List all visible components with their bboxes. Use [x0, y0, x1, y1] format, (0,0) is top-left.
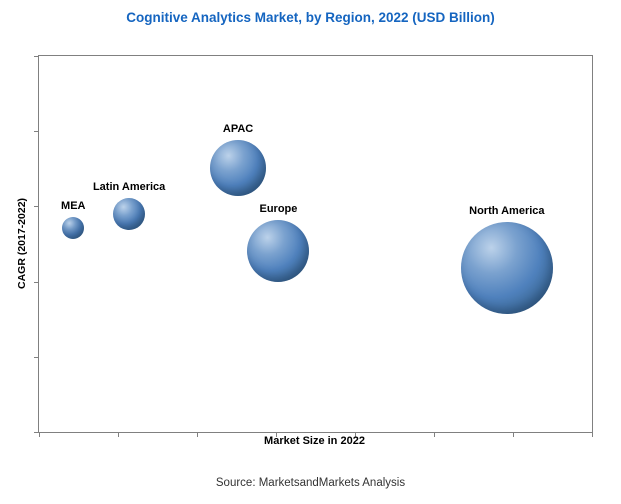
x-axis-tick	[276, 433, 277, 437]
x-axis-tick	[197, 433, 198, 437]
bubble-label-mea: MEA	[61, 199, 86, 212]
x-axis-tick	[39, 433, 40, 437]
bubble-latin-america	[113, 197, 146, 230]
bubble-label-latin-america: Latin America	[92, 180, 166, 193]
y-axis-tick	[34, 131, 38, 133]
bubble-mea	[62, 216, 85, 239]
bubble-europe	[247, 220, 310, 283]
y-axis-tick	[34, 206, 38, 208]
x-axis-tick	[513, 433, 514, 437]
x-axis-tick	[355, 433, 356, 437]
source-note: Source: MarketsandMarkets Analysis	[215, 477, 406, 489]
bubble-label-apac: APAC	[222, 123, 254, 136]
y-axis-label: CAGR (2017-2022)	[16, 197, 28, 289]
bubble-north-america	[460, 222, 553, 315]
bubble-label-europe: Europe	[259, 203, 298, 216]
y-axis-tick	[34, 281, 38, 283]
y-axis-tick	[34, 56, 38, 57]
x-axis-label: Market Size in 2022	[264, 435, 365, 447]
x-axis-tick	[592, 433, 593, 437]
y-axis-tick	[34, 356, 38, 358]
x-axis-tick	[118, 433, 119, 437]
y-axis-tick	[34, 432, 38, 433]
bubble-apac	[210, 140, 267, 197]
plot-area: MEA Latin America APAC Europe North America	[34, 55, 593, 437]
chart-title: Cognitive Analytics Market, by Region, 2…	[126, 10, 495, 25]
bubble-label-north-america: North America	[469, 205, 545, 218]
x-axis-tick	[434, 433, 435, 437]
